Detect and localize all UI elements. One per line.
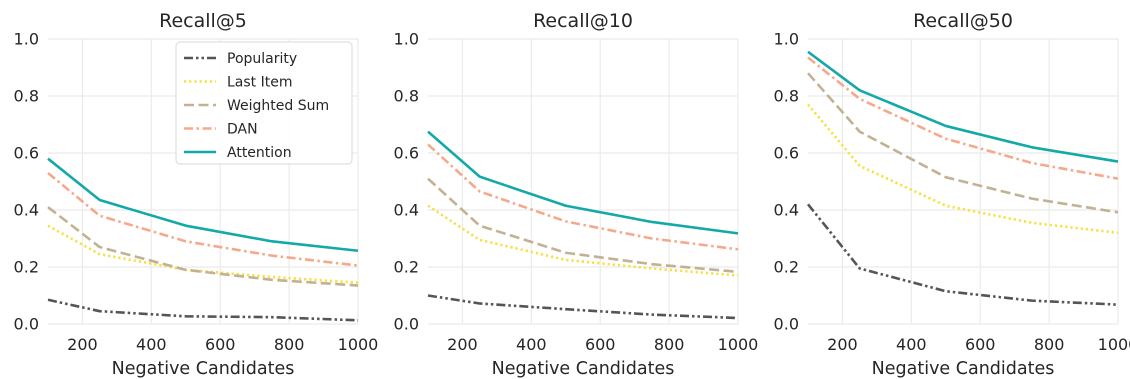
series-line-dan xyxy=(47,171,359,267)
y-tick-label: 1.0 xyxy=(774,30,799,49)
series-line-dan xyxy=(427,143,739,251)
legend-box xyxy=(175,41,353,165)
y-tick-label: 0.0 xyxy=(394,315,419,334)
chart-title: Recall@5 xyxy=(159,10,247,32)
series-line-popularity xyxy=(806,203,1119,306)
x-tick-label: 800 xyxy=(274,335,305,354)
chart-panel-recall-50: 0.0 0.2 0.4 0.6 0.8 1.0 200 400 600 800 1000 Recall… xyxy=(774,10,1130,379)
series-line-weighted-sum xyxy=(47,206,359,287)
y-tick-label: 0.8 xyxy=(394,87,419,106)
y-tick-label: 0.2 xyxy=(394,258,419,277)
x-tick-label: 800 xyxy=(1034,335,1065,354)
x-tick-label: 1000 xyxy=(338,335,379,354)
y-tick-label: 1.0 xyxy=(394,30,419,49)
series-line-attention xyxy=(807,50,1119,163)
legend-label-popularity: Popularity xyxy=(227,51,297,67)
y-tick-label: 0.8 xyxy=(14,87,39,106)
x-axis-label: Negative Candidates xyxy=(872,359,1055,379)
series-line-attention xyxy=(427,130,739,235)
series-line-last-item xyxy=(427,204,739,277)
y-tick-label: 0.0 xyxy=(774,315,799,334)
y-tick-label: 0.2 xyxy=(14,258,39,277)
series-line-weighted-sum xyxy=(427,177,739,274)
legend-label-dan: DAN xyxy=(227,122,258,138)
y-tick-label: 0.0 xyxy=(14,315,39,334)
x-tick-label: 600 xyxy=(585,335,616,354)
series-line-last-item xyxy=(47,224,359,284)
y-tick-label: 1.0 xyxy=(14,30,39,49)
series-line-weighted-sum xyxy=(807,72,1119,214)
x-tick-label: 400 xyxy=(896,335,927,354)
x-axis-label: Negative Candidates xyxy=(112,359,295,379)
series-line-attention xyxy=(47,157,359,253)
series-line-popularity xyxy=(47,298,359,322)
legend: Popularity Last Item Weighted Sum DAN Attent… xyxy=(175,41,353,165)
y-tick-label: 0.6 xyxy=(774,144,799,163)
x-tick-label: 200 xyxy=(447,335,478,354)
y-tick-label: 0.6 xyxy=(14,144,39,163)
series-line-last-item xyxy=(807,103,1119,235)
y-tick-label: 0.4 xyxy=(14,201,39,220)
x-tick-label: 200 xyxy=(67,335,98,354)
legend-label-attention: Attention xyxy=(227,145,292,161)
chart-panel-recall-10: 0.0 0.2 0.4 0.6 0.8 1.0 200 400 600 800 1000 Recall… xyxy=(394,10,759,379)
series-line-dan xyxy=(807,56,1119,180)
x-tick-label: 400 xyxy=(136,335,167,354)
x-tick-label: 1000 xyxy=(718,335,759,354)
chart-title: Recall@10 xyxy=(533,10,633,32)
y-tick-label: 0.8 xyxy=(774,87,799,106)
y-tick-label: 0.6 xyxy=(394,144,419,163)
chart-title: Recall@50 xyxy=(913,10,1013,32)
legend-label-last-item: Last Item xyxy=(227,75,292,91)
x-tick-label: 600 xyxy=(965,335,996,354)
chart-panel-recall-5: 0.0 0.2 0.4 0.6 0.8 1.0 200 400 600 800 1000 Recall… xyxy=(14,10,379,379)
x-tick-label: 1000 xyxy=(1098,335,1130,354)
y-tick-label: 0.2 xyxy=(774,258,799,277)
x-tick-label: 200 xyxy=(827,335,858,354)
y-tick-label: 0.4 xyxy=(774,201,799,220)
x-tick-label: 400 xyxy=(516,335,547,354)
legend-label-weighted-sum: Weighted Sum xyxy=(227,98,329,114)
y-tick-label: 0.4 xyxy=(394,201,419,220)
x-tick-label: 600 xyxy=(205,335,236,354)
x-axis-label: Negative Candidates xyxy=(492,359,675,379)
series-line-popularity xyxy=(427,294,739,320)
x-tick-label: 800 xyxy=(654,335,685,354)
